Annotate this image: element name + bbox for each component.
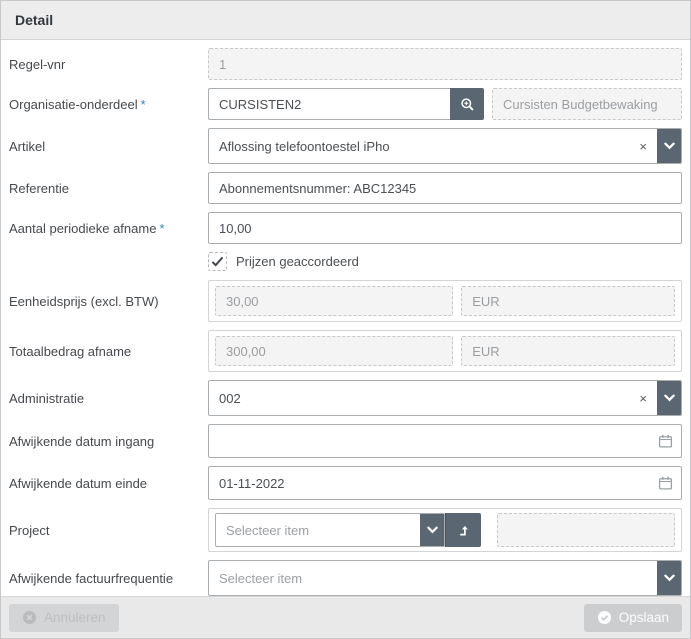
eenheidsprijs-field	[215, 286, 454, 316]
totaalbedrag-field	[215, 336, 454, 366]
row-regel-vnr: Regel-vnr	[9, 48, 682, 80]
label-project: Project	[9, 522, 50, 538]
chevron-down-icon[interactable]	[657, 561, 681, 595]
label-eenheidsprijs: Eenheidsprijs (excl. BTW)	[9, 293, 159, 309]
artikel-selected-value: Aflossing telefoontoestel iPho	[219, 138, 390, 154]
cancel-button[interactable]: Annuleren	[9, 603, 119, 632]
project-linked-field	[497, 513, 675, 547]
footer-bar: Annuleren Opslaan	[1, 596, 690, 638]
datum-ingang-input[interactable]	[208, 424, 682, 458]
level-up-button[interactable]	[445, 513, 481, 547]
label-aantal-periodieke-afname: Aantal periodieke afname *	[9, 220, 165, 236]
project-group: Selecteer item	[208, 508, 682, 552]
search-button[interactable]	[450, 88, 484, 120]
factuurfrequentie-select[interactable]: Selecteer item	[208, 560, 682, 596]
save-button-label: Opslaan	[618, 610, 669, 625]
row-prijzen-geaccordeerd: Prijzen geaccordeerd	[9, 252, 682, 271]
row-project: Project Selecteer item	[9, 508, 682, 552]
administratie-selected-value: 002	[219, 390, 241, 406]
row-administratie: Administratie 002 ×	[9, 380, 682, 416]
chevron-down-icon[interactable]	[657, 381, 681, 415]
check-circle-icon	[597, 610, 612, 625]
label-artikel: Artikel	[9, 138, 46, 154]
label-regel-vnr: Regel-vnr	[9, 56, 66, 72]
label-datum-ingang: Afwijkende datum ingang	[9, 433, 155, 449]
label-factuurfrequentie: Afwijkende factuurfrequentie	[9, 570, 174, 586]
row-artikel: Artikel Aflossing telefoontoestel iPho ×	[9, 128, 682, 164]
datum-einde-input[interactable]	[208, 466, 682, 500]
factuurfrequentie-placeholder: Selecteer item	[219, 570, 303, 586]
row-eenheidsprijs: Eenheidsprijs (excl. BTW)	[9, 280, 682, 322]
row-referentie: Referentie	[9, 172, 682, 204]
project-select[interactable]: Selecteer item	[215, 513, 445, 547]
project-placeholder: Selecteer item	[226, 522, 310, 538]
row-datum-ingang: Afwijkende datum ingang	[9, 424, 682, 458]
required-asterisk: *	[140, 96, 146, 112]
checkmark-icon	[211, 256, 224, 267]
clear-icon[interactable]: ×	[639, 138, 647, 154]
row-organisatie-onderdeel: Organisatie-onderdeel *	[9, 88, 682, 120]
row-factuurfrequentie: Afwijkende factuurfrequentie Selecteer i…	[9, 560, 682, 596]
row-totaalbedrag: Totaalbedrag afname	[9, 330, 682, 372]
totaalbedrag-group	[208, 330, 682, 372]
calendar-icon[interactable]	[658, 476, 673, 491]
label-organisatie-onderdeel: Organisatie-onderdeel *	[9, 96, 146, 112]
totaalbedrag-currency-field	[461, 336, 675, 366]
chevron-down-icon[interactable]	[657, 129, 681, 163]
required-asterisk: *	[159, 220, 165, 236]
prijzen-geaccordeerd-checkbox[interactable]	[208, 252, 227, 271]
regel-vnr-field	[208, 48, 682, 80]
eenheidsprijs-group	[208, 280, 682, 322]
detail-form: Regel-vnr Organisatie-onderdeel*	[1, 40, 690, 596]
row-aantal-periodieke-afname: Aantal periodieke afname *	[9, 212, 682, 244]
clear-icon[interactable]: ×	[639, 390, 647, 406]
cancel-circle-icon	[22, 610, 37, 625]
prijzen-geaccordeerd-label: Prijzen geaccordeerd	[236, 254, 359, 269]
label-totaalbedrag: Totaalbedrag afname	[9, 343, 132, 359]
artikel-select[interactable]: Aflossing telefoontoestel iPho ×	[208, 128, 682, 164]
cancel-button-label: Annuleren	[44, 610, 106, 625]
level-up-arrow-icon	[457, 524, 470, 537]
zoom-in-magnifier-icon	[460, 97, 475, 112]
row-datum-einde: Afwijkende datum einde	[9, 466, 682, 500]
aantal-periodieke-afname-input[interactable]	[208, 212, 682, 244]
administratie-select[interactable]: 002 ×	[208, 380, 682, 416]
organisatie-onderdeel-input[interactable]	[208, 88, 450, 120]
label-administratie: Administratie	[9, 390, 85, 406]
referentie-input[interactable]	[208, 172, 682, 204]
panel-title: Detail	[1, 1, 690, 40]
calendar-icon[interactable]	[658, 434, 673, 449]
label-datum-einde: Afwijkende datum einde	[9, 475, 148, 491]
save-button[interactable]: Opslaan	[583, 603, 682, 632]
label-referentie: Referentie	[9, 180, 69, 196]
eenheidsprijs-currency-field	[461, 286, 675, 316]
organisatie-description-field	[492, 88, 682, 120]
chevron-down-icon[interactable]	[420, 514, 444, 546]
